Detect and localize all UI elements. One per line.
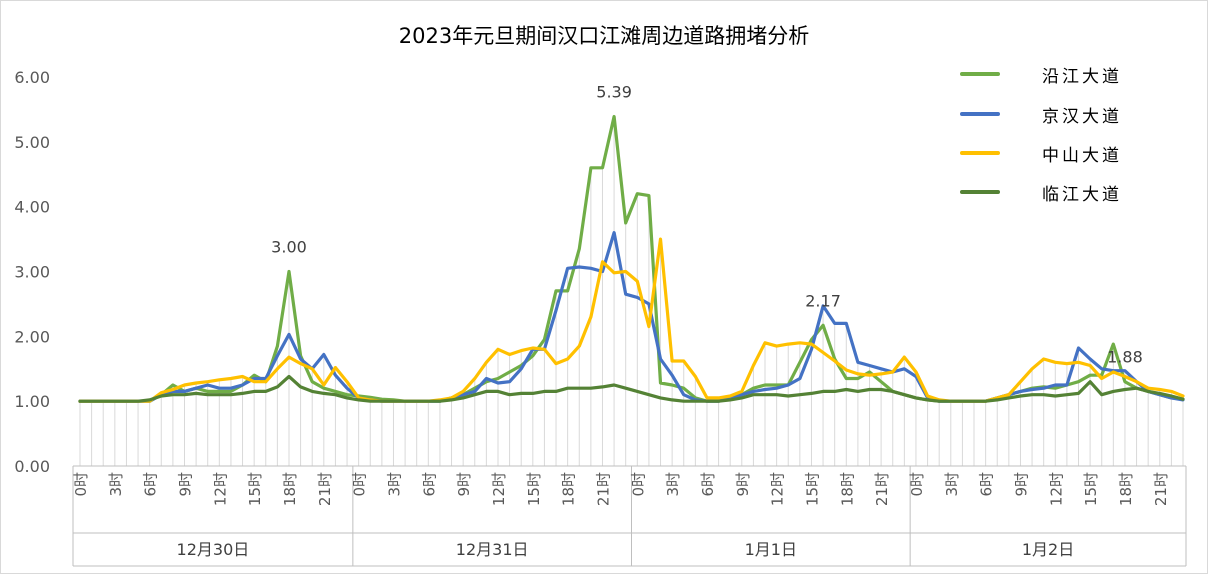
x-tick-label: 21时	[316, 472, 334, 506]
data-label: 2.17	[805, 291, 841, 310]
legend-line-jinghan	[960, 112, 1000, 116]
y-tick-label: 2.00	[14, 327, 50, 346]
legend-item-linjiang[interactable]: 临江大道	[960, 180, 1180, 205]
data-label: 3.00	[271, 238, 307, 257]
x-tick-label: 9时	[1012, 472, 1030, 497]
legend-label-linjiang: 临江大道	[1042, 185, 1122, 205]
x-tick-label: 9时	[734, 472, 752, 497]
x-tick-label: 6时	[420, 472, 438, 497]
day-label: 1月1日	[745, 540, 797, 559]
x-tick-label: 21时	[873, 472, 891, 506]
x-tick-label: 15时	[1082, 472, 1100, 506]
legend-item-jinghan[interactable]: 京汉大道	[960, 102, 1180, 127]
x-tick-label: 3时	[107, 472, 125, 497]
series-line-2	[78, 231, 1185, 403]
x-tick-label: 15时	[525, 472, 543, 506]
day-label: 12月31日	[456, 540, 529, 559]
x-tick-label: 0时	[351, 472, 369, 497]
x-tick-label: 15时	[246, 472, 264, 506]
legend-line-zhongshan	[960, 151, 1000, 155]
y-tick-label: 1.00	[14, 392, 50, 411]
x-tick-label: 6时	[699, 472, 717, 497]
x-tick-label: 12时	[1047, 472, 1065, 506]
x-tick-label: 12时	[769, 472, 787, 506]
x-tick-label: 0时	[908, 472, 926, 497]
x-tick-label: 3时	[943, 472, 961, 497]
data-label: 5.39	[596, 83, 632, 102]
y-tick-label: 6.00	[14, 68, 50, 87]
data-label: 1.88	[1107, 348, 1143, 367]
legend-line-linjiang	[960, 190, 1000, 194]
legend-item-yanjiang[interactable]: 沿江大道	[960, 62, 1180, 87]
series-line-4	[78, 374, 1185, 403]
y-tick-label: 3.00	[14, 263, 50, 282]
x-tick-label: 0时	[629, 472, 647, 497]
y-tick-label: 5.00	[14, 133, 50, 152]
day-label: 12月30日	[177, 540, 250, 559]
x-tick-label: 18时	[560, 472, 578, 506]
x-tick-label: 12时	[211, 472, 229, 506]
x-tick-label: 0时	[72, 472, 90, 497]
x-tick-label: 21时	[594, 472, 612, 506]
legend-item-zhongshan[interactable]: 中山大道	[960, 141, 1180, 166]
x-tick-label: 9时	[176, 472, 194, 497]
y-tick-label: 4.00	[14, 198, 50, 217]
x-tick-label: 9时	[455, 472, 473, 497]
x-tick-label: 18时	[1117, 472, 1135, 506]
x-tick-label: 3时	[664, 472, 682, 497]
x-tick-label: 21时	[1152, 472, 1170, 506]
day-label: 1月2日	[1022, 540, 1074, 559]
x-tick-label: 15时	[803, 472, 821, 506]
y-tick-label: 0.00	[14, 457, 50, 476]
x-tick-label: 18时	[838, 472, 856, 506]
x-tick-label: 6时	[978, 472, 996, 497]
x-tick-label: 18时	[281, 472, 299, 506]
chart-title: 2023年元旦期间汉口江滩周边道路拥堵分析	[398, 24, 810, 48]
x-tick-label: 6时	[142, 472, 160, 497]
legend-label-zhongshan: 中山大道	[1042, 146, 1122, 166]
x-tick-label: 12时	[490, 472, 508, 506]
legend-label-yanjiang: 沿江大道	[1042, 67, 1122, 87]
x-tick-label: 3时	[385, 472, 403, 497]
legend-line-yanjiang	[960, 72, 1000, 76]
series-line-3	[78, 237, 1185, 403]
legend-label-jinghan: 京汉大道	[1042, 107, 1122, 127]
